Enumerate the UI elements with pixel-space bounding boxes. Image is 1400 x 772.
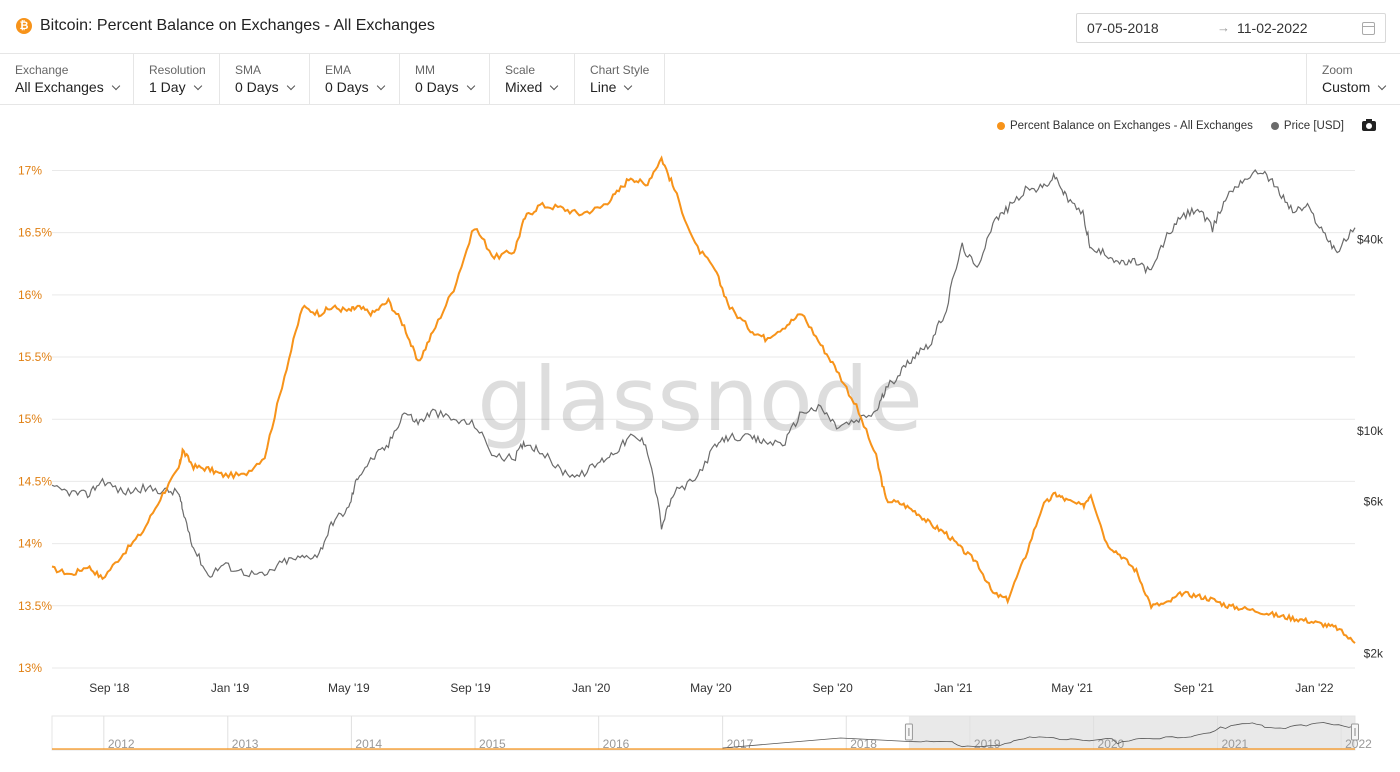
navigator-year-label: 2013	[232, 737, 259, 751]
x-tick-label: Jan '22	[1295, 681, 1334, 695]
legend-item-price[interactable]: Price [USD]	[1270, 120, 1344, 132]
zoom-select[interactable]: Zoom Custom	[1306, 54, 1400, 104]
date-range-picker[interactable]: 07-05-2018 → 11-02-2022	[1076, 13, 1386, 43]
page-title: Bitcoin: Percent Balance on Exchanges - …	[40, 17, 435, 34]
navigator-year-label: 2020	[1098, 737, 1125, 751]
left-tick-label: 16%	[18, 288, 42, 302]
date-end-input[interactable]: 11-02-2022	[1237, 20, 1308, 36]
right-tick-label: $2k	[1364, 646, 1384, 660]
x-tick-label: Sep '21	[1174, 681, 1215, 695]
calendar-icon[interactable]	[1362, 22, 1375, 35]
chart-style-label: Chart Style	[590, 63, 650, 77]
chart-canvas: glassnode 13% 13.5% 14% 14.5% 15% 15.5% 16% 16.…	[18, 155, 1384, 751]
sma-select[interactable]: SMA 0 Days	[220, 54, 310, 104]
scale-select[interactable]: Scale Mixed	[490, 54, 575, 104]
mm-value[interactable]: 0 Days	[415, 79, 475, 95]
navigator-year-label: 2018	[850, 737, 877, 751]
grid-lines	[52, 169, 1355, 669]
right-tick-label: $10k	[1357, 424, 1384, 438]
exchange-select[interactable]: Exchange All Exchanges	[0, 54, 134, 104]
right-tick-label: $6k	[1364, 495, 1384, 509]
x-tick-label: May '20	[690, 681, 732, 695]
chevron-down-icon	[111, 81, 120, 91]
navigator-year-label: 2014	[355, 737, 382, 751]
bitcoin-icon: ₿	[16, 18, 32, 34]
navigator-year-label: 2012	[108, 737, 135, 751]
x-tick-label: Jan '19	[211, 681, 250, 695]
zoom-value[interactable]: Custom	[1322, 79, 1387, 95]
glassnode-watermark: glassnode	[477, 348, 923, 451]
sma-value[interactable]: 0 Days	[235, 79, 295, 95]
left-tick-label: 14%	[18, 537, 42, 551]
legend-dot-gray	[1270, 122, 1279, 130]
header-bar: ₿ Bitcoin: Percent Balance on Exchanges …	[0, 0, 1400, 54]
x-tick-label: Sep '18	[89, 681, 130, 695]
right-axis-ticks: $2k $6k $10k $40k	[1357, 232, 1384, 660]
left-tick-label: 17%	[18, 163, 42, 177]
exchange-value[interactable]: All Exchanges	[15, 79, 120, 95]
chart-style-select[interactable]: Chart Style Line	[575, 54, 665, 104]
navigator-year-label: 2017	[727, 737, 754, 751]
zoom-label: Zoom	[1322, 63, 1353, 77]
legend-dot-orange	[996, 122, 1005, 130]
ema-select[interactable]: EMA 0 Days	[310, 54, 400, 104]
mm-label: MM	[415, 63, 435, 77]
legend-label-percent-balance: Percent Balance on Exchanges - All Excha…	[1009, 120, 1253, 132]
series-line-percent-balance	[51, 155, 1356, 644]
left-tick-label: 13.5%	[18, 599, 52, 613]
chart-style-value[interactable]: Line	[590, 79, 633, 95]
chart-legend: Percent Balance on Exchanges - All Excha…	[979, 119, 1376, 132]
resolution-value[interactable]: 1 Day	[149, 79, 202, 95]
left-axis-ticks: 13% 13.5% 14% 14.5% 15% 15.5% 16% 16.5% 17%	[18, 163, 52, 675]
left-tick-label: 16.5%	[18, 226, 52, 240]
resolution-label: Resolution	[149, 63, 206, 77]
left-tick-label: 15%	[18, 412, 42, 426]
camera-icon[interactable]	[1362, 119, 1376, 131]
scale-value[interactable]: Mixed	[505, 79, 559, 95]
x-axis-ticks: Sep '18 Jan '19 May '19 Sep '19 Jan '20 May '…	[89, 681, 1334, 695]
chevron-down-icon	[624, 81, 633, 91]
ema-value[interactable]: 0 Days	[325, 79, 385, 95]
date-start-input[interactable]: 07-05-2018	[1087, 20, 1159, 36]
navigator-price-line	[722, 722, 1356, 749]
x-tick-label: May '19	[328, 681, 370, 695]
chevron-down-icon	[1377, 81, 1387, 91]
chevron-down-icon	[286, 81, 295, 91]
navigator-selection	[908, 716, 1355, 750]
exchange-label: Exchange	[15, 63, 69, 77]
range-navigator[interactable]: 2012 2013 2014 2015 2016 2017 2018 2019 2020 2021…	[51, 715, 1372, 751]
x-tick-label: May '21	[1051, 681, 1093, 695]
scale-label: Scale	[505, 63, 536, 77]
chart-toolbar: Exchange All Exchanges Resolution 1 Day …	[0, 54, 1400, 105]
x-tick-label: Jan '21	[934, 681, 973, 695]
left-tick-label: 13%	[18, 661, 42, 675]
right-tick-label: $40k	[1357, 232, 1384, 246]
x-tick-label: Sep '20	[812, 681, 853, 695]
chevron-down-icon	[376, 81, 385, 91]
resolution-select[interactable]: Resolution 1 Day	[134, 54, 220, 104]
arrow-right-icon: →	[1217, 20, 1230, 35]
chevron-down-icon	[466, 81, 475, 91]
x-tick-label: Sep '19	[450, 681, 491, 695]
ema-label: EMA	[325, 63, 352, 77]
left-tick-label: 15.5%	[18, 350, 52, 364]
series-line-price	[51, 168, 1356, 578]
chevron-down-icon	[193, 81, 202, 91]
navigator-year-label: 2019	[974, 737, 1001, 751]
sma-label: SMA	[235, 63, 262, 77]
x-tick-label: Jan '20	[572, 681, 611, 695]
navigator-year-label: 2016	[603, 737, 630, 751]
title-group: ₿ Bitcoin: Percent Balance on Exchanges …	[16, 17, 435, 35]
navigator-year-label: 2022	[1345, 737, 1372, 751]
legend-item-percent-balance[interactable]: Percent Balance on Exchanges - All Excha…	[996, 120, 1253, 132]
left-tick-label: 14.5%	[18, 474, 52, 488]
navigator-year-label: 2021	[1221, 737, 1248, 751]
mm-select[interactable]: MM 0 Days	[400, 54, 490, 104]
chevron-down-icon	[550, 81, 559, 91]
navigator-year-label: 2015	[479, 737, 506, 751]
legend-label-price: Price [USD]	[1283, 120, 1344, 132]
